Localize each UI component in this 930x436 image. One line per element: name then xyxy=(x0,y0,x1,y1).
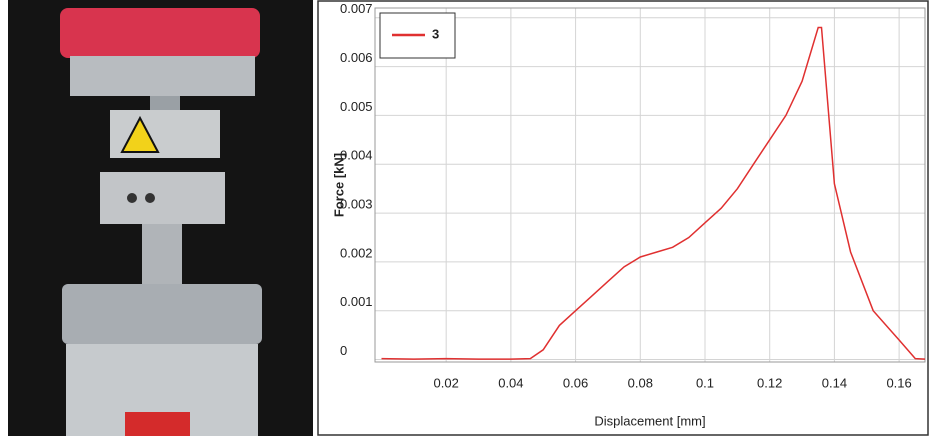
plot-border xyxy=(374,7,926,363)
x-tick-label: 0.14 xyxy=(822,375,847,390)
photo xyxy=(8,0,313,436)
y-tick-label: 0 xyxy=(340,343,347,358)
y-tick-label: 0.003 xyxy=(340,197,373,212)
chart-frame xyxy=(317,0,929,436)
x-tick-label: 0.02 xyxy=(434,375,459,390)
x-tick-label: 0.12 xyxy=(757,375,782,390)
data-line xyxy=(381,26,926,360)
y-tick-label: 0.002 xyxy=(340,245,373,260)
y-tick-label: 0.006 xyxy=(340,50,373,65)
y-tick-label: 0.007 xyxy=(340,1,373,16)
y-tick-label: 0.001 xyxy=(340,294,373,309)
y-tick-label: 0.005 xyxy=(340,99,373,114)
y-tick-label: 0.004 xyxy=(340,148,373,163)
x-tick-label: 0.04 xyxy=(498,375,523,390)
x-tick-label: 0.06 xyxy=(563,375,588,390)
x-tick-label: 0.1 xyxy=(696,375,714,390)
x-tick-label: 0.16 xyxy=(886,375,911,390)
legend-label: 3 xyxy=(432,26,439,41)
x-axis-label: Displacement [mm] xyxy=(594,413,705,428)
x-tick-label: 0.08 xyxy=(628,375,653,390)
y-axis-label: Force [kN] xyxy=(331,153,346,217)
